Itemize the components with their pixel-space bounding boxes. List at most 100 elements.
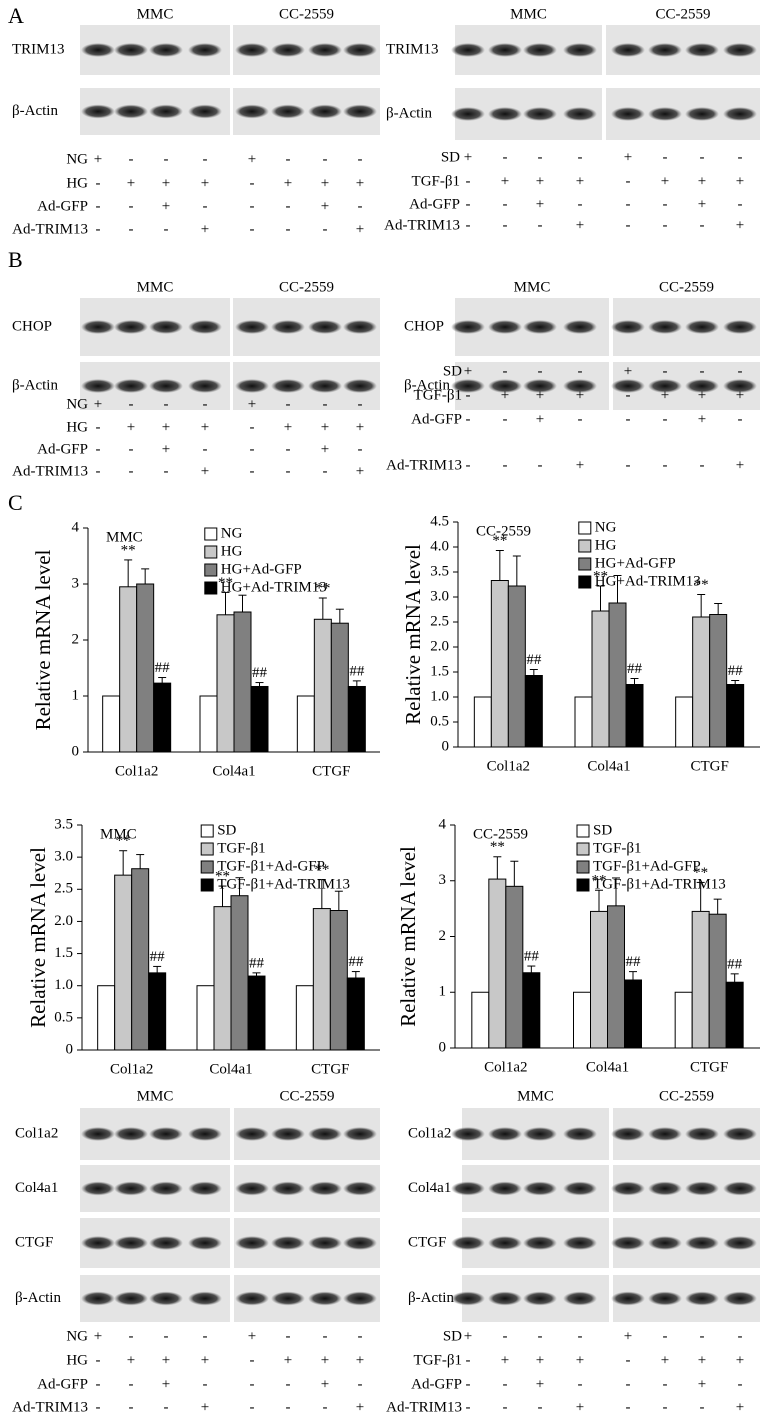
condition-sign: + [576, 173, 584, 189]
legend-label: TGF-β1+Ad-GFP [217, 858, 325, 874]
condition-sign: + [321, 198, 329, 214]
significance-mark: ** [490, 839, 505, 855]
condition-sign: + [576, 1352, 584, 1368]
condition-sign: - [466, 411, 471, 427]
condition-sign: - [700, 457, 705, 473]
condition-sign: - [129, 441, 134, 457]
condition-sign: + [736, 387, 744, 403]
condition-sign: - [250, 198, 255, 214]
blot-band [723, 320, 757, 334]
y-tick-label: 3 [439, 872, 447, 888]
blot-band [343, 1291, 377, 1306]
blot-band [488, 320, 522, 334]
condition-sign: - [538, 1399, 543, 1415]
blot-band [188, 43, 222, 57]
condition-sign: - [738, 1328, 743, 1344]
condition-sign: - [96, 221, 101, 237]
condition-sign: + [536, 196, 544, 212]
blot-band [648, 1291, 682, 1306]
bar [590, 910, 608, 1049]
condition-name: HG [66, 419, 88, 435]
blot-band [235, 104, 269, 119]
bar [153, 682, 172, 753]
condition-sign: + [624, 149, 632, 165]
blot-row-label: β-Actin [408, 1290, 454, 1306]
blot-band [149, 1236, 183, 1250]
significance-mark: ** [694, 577, 709, 593]
blot-row-label: β-Actin [404, 377, 450, 393]
blot-band [723, 1291, 757, 1306]
blot-row-label: CHOP [404, 318, 444, 334]
y-tick-label: 4.0 [430, 538, 449, 554]
blot-band [149, 1127, 183, 1141]
condition-sign: - [129, 463, 134, 479]
blot-band [648, 107, 682, 121]
condition-sign: - [626, 1376, 631, 1392]
condition-sign: - [323, 151, 328, 167]
condition-sign: + [201, 419, 209, 435]
condition-sign: + [698, 196, 706, 212]
condition-sign: - [626, 173, 631, 189]
blot-band [685, 43, 719, 57]
panel-label: A [8, 3, 24, 28]
bar [295, 985, 314, 1051]
blot-band [235, 379, 269, 393]
condition-sign: + [576, 387, 584, 403]
legend-swatch [200, 842, 214, 856]
condition-sign: + [661, 387, 669, 403]
condition-sign: - [466, 1399, 471, 1415]
condition-sign: - [578, 411, 583, 427]
bar [347, 685, 366, 753]
condition-sign: + [501, 173, 509, 189]
bar [250, 685, 269, 753]
bar [329, 910, 348, 1051]
blot-band [611, 320, 645, 334]
condition-sign: - [700, 149, 705, 165]
blot-band [451, 1181, 485, 1196]
blot-band [451, 379, 485, 393]
blot-band [723, 107, 757, 121]
condition-name: Ad-TRIM13 [386, 457, 462, 473]
bar [709, 614, 728, 748]
condition-name: TGF-β1 [414, 1352, 462, 1368]
condition-sign: - [203, 441, 208, 457]
condition-name: Ad-TRIM13 [12, 221, 88, 237]
blot-band [114, 1181, 148, 1196]
bar [313, 618, 332, 753]
condition-sign: - [129, 1328, 134, 1344]
condition-sign: - [738, 1376, 743, 1392]
blot-band [81, 1291, 115, 1306]
legend-label: TGF-β1 [593, 840, 641, 856]
legend-swatch [578, 539, 592, 553]
bar [312, 908, 331, 1051]
y-tick-label: 0.5 [54, 1009, 73, 1025]
condition-sign: + [162, 419, 170, 435]
condition-sign: - [578, 149, 583, 165]
condition-sign: - [358, 198, 363, 214]
condition-sign: + [356, 463, 364, 479]
y-tick-label: 4 [72, 519, 80, 535]
legend-label: TGF-β1+Ad-TRIM13 [217, 876, 350, 892]
bar [488, 878, 507, 1049]
significance-mark: ## [627, 661, 643, 677]
bar [725, 981, 744, 1049]
condition-name: Ad-TRIM13 [384, 217, 460, 233]
significance-mark: ** [121, 542, 136, 558]
cell-line-label: CC-2559 [659, 1088, 714, 1104]
legend-swatch [576, 878, 590, 892]
y-tick-label: 2.5 [54, 881, 73, 897]
condition-sign: + [736, 1352, 744, 1368]
blot-band [81, 320, 115, 334]
condition-sign: - [538, 457, 543, 473]
bar [97, 985, 116, 1051]
bar [692, 616, 711, 748]
condition-sign: - [466, 387, 471, 403]
blot-band [308, 43, 342, 57]
x-tick-label: Col4a1 [209, 1061, 252, 1077]
condition-sign: + [356, 175, 364, 191]
x-tick-label: Col1a2 [484, 1059, 527, 1075]
blot-band [114, 1127, 148, 1141]
condition-sign: + [736, 173, 744, 189]
legend-swatch [200, 860, 214, 874]
